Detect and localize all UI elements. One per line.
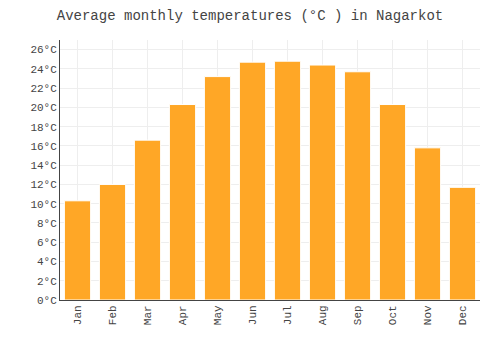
svg-text:14°C: 14°C (30, 160, 57, 172)
svg-text:12°C: 12°C (30, 179, 57, 191)
svg-text:2°C: 2°C (37, 276, 57, 288)
svg-text:Feb: Feb (107, 305, 119, 325)
svg-text:24°C: 24°C (30, 64, 57, 76)
svg-text:Sep: Sep (352, 305, 364, 325)
svg-text:Dec: Dec (457, 305, 469, 325)
svg-text:Mar: Mar (142, 305, 154, 325)
svg-text:Nov: Nov (422, 305, 434, 325)
svg-text:Jun: Jun (247, 305, 259, 325)
svg-text:May: May (212, 305, 224, 325)
svg-text:20°C: 20°C (30, 102, 57, 114)
svg-text:18°C: 18°C (30, 122, 57, 134)
svg-text:26°C: 26°C (30, 44, 57, 56)
svg-text:Jan: Jan (72, 305, 84, 325)
svg-text:Oct: Oct (387, 305, 399, 325)
svg-text:Aug: Aug (317, 305, 329, 325)
svg-text:22°C: 22°C (30, 83, 57, 95)
svg-text:0°C: 0°C (37, 295, 57, 307)
svg-text:16°C: 16°C (30, 141, 57, 153)
svg-text:8°C: 8°C (37, 218, 57, 230)
svg-text:Jul: Jul (282, 305, 294, 325)
svg-text:6°C: 6°C (37, 237, 57, 249)
svg-text:4°C: 4°C (37, 256, 57, 268)
svg-text:Average monthly temperatures (: Average monthly temperatures (°C ) in Na… (57, 8, 443, 24)
svg-text:10°C: 10°C (30, 199, 57, 211)
svg-text:Apr: Apr (177, 305, 189, 325)
